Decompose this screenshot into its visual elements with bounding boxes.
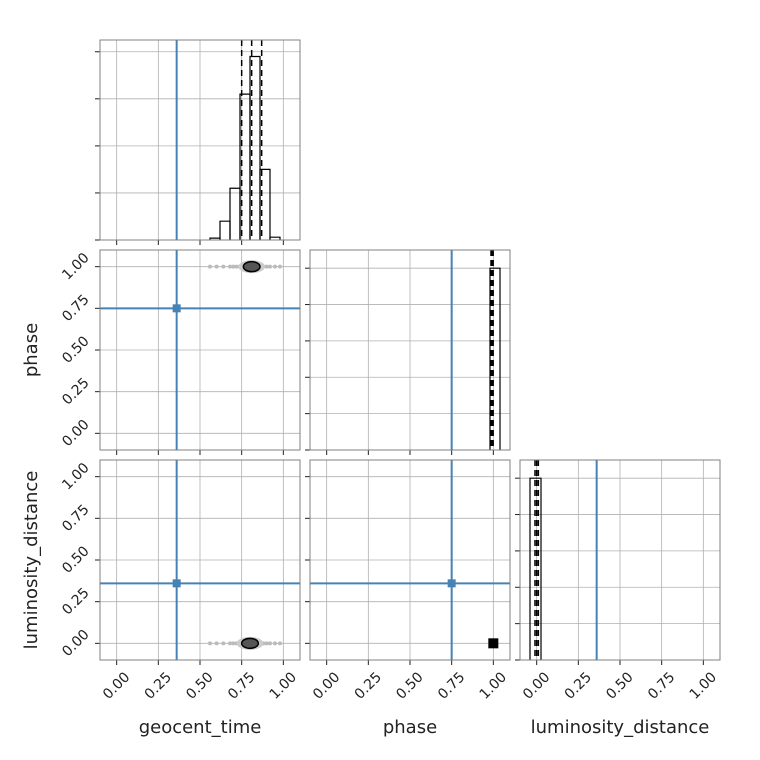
panel-frame xyxy=(99,249,301,451)
sample-point xyxy=(221,641,226,646)
sample-point xyxy=(214,264,219,269)
sample-point xyxy=(278,641,282,646)
y-axis-label: phase xyxy=(21,323,42,377)
x-axis-label: geocent_time xyxy=(139,717,262,738)
sample-point xyxy=(268,264,272,269)
x-tick-label: 0.75 xyxy=(645,669,678,702)
sample-point xyxy=(264,264,269,269)
sample-point xyxy=(228,264,232,269)
x-tick-label: 1.00 xyxy=(687,669,720,702)
y-tick-label: 1.00 xyxy=(59,250,92,283)
panel-frame xyxy=(99,459,301,661)
x-axis-label: luminosity_distance xyxy=(531,717,710,738)
y-axis-label: luminosity_distance xyxy=(21,471,42,650)
density-core xyxy=(242,260,261,273)
x-tick-label: 0.00 xyxy=(520,669,553,702)
x-tick-label: 0.75 xyxy=(435,669,468,702)
histogram-bin xyxy=(259,168,271,240)
x-tick-label: 0.25 xyxy=(142,669,175,702)
histogram-bin xyxy=(269,236,281,240)
sample-point xyxy=(264,641,269,646)
sample-point xyxy=(208,641,212,646)
y-tick-label: 0.50 xyxy=(59,543,92,576)
sample-point xyxy=(214,641,219,646)
sample-point xyxy=(228,641,232,646)
density-core xyxy=(488,638,499,649)
y-tick-label: 1.00 xyxy=(59,460,92,493)
panel-frame xyxy=(519,459,721,661)
y-tick-label: 0.75 xyxy=(59,292,92,325)
histogram-bin xyxy=(249,55,261,240)
sample-point xyxy=(231,641,236,646)
truth-point xyxy=(172,304,181,313)
x-tick-label: 0.75 xyxy=(225,669,258,702)
histogram-bin xyxy=(529,477,542,660)
sample-point xyxy=(273,264,277,269)
panel-frame xyxy=(309,459,511,661)
truth-point xyxy=(447,579,456,588)
y-tick-label: 0.25 xyxy=(59,375,92,408)
density-core xyxy=(240,637,260,650)
x-tick-label: 0.00 xyxy=(310,669,343,702)
truth-point xyxy=(172,579,181,588)
sample-point xyxy=(234,264,239,269)
histogram-bin xyxy=(219,220,231,240)
histogram-bin xyxy=(229,187,241,240)
sample-point xyxy=(273,641,277,646)
y-tick-label: 0.50 xyxy=(59,333,92,366)
x-tick-label: 0.50 xyxy=(183,669,216,702)
x-tick-label: 0.25 xyxy=(352,669,385,702)
sample-point xyxy=(278,264,282,269)
x-tick-label: 0.50 xyxy=(603,669,636,702)
sample-point xyxy=(268,641,272,646)
y-tick-label: 0.00 xyxy=(59,627,92,660)
y-tick-label: 0.00 xyxy=(59,417,92,450)
sample-point xyxy=(231,264,236,269)
y-tick-label: 0.75 xyxy=(59,502,92,535)
panel-frame xyxy=(99,39,301,241)
x-tick-label: 0.25 xyxy=(562,669,595,702)
sample-point xyxy=(208,264,212,269)
sample-point xyxy=(221,264,226,269)
x-tick-label: 0.00 xyxy=(100,669,133,702)
y-tick-label: 0.25 xyxy=(59,585,92,618)
x-tick-label: 0.50 xyxy=(393,669,426,702)
x-axis-label: phase xyxy=(383,717,437,738)
x-tick-label: 1.00 xyxy=(267,669,300,702)
panel-frame xyxy=(309,249,511,451)
histogram-bin xyxy=(489,267,501,450)
x-tick-label: 1.00 xyxy=(477,669,510,702)
